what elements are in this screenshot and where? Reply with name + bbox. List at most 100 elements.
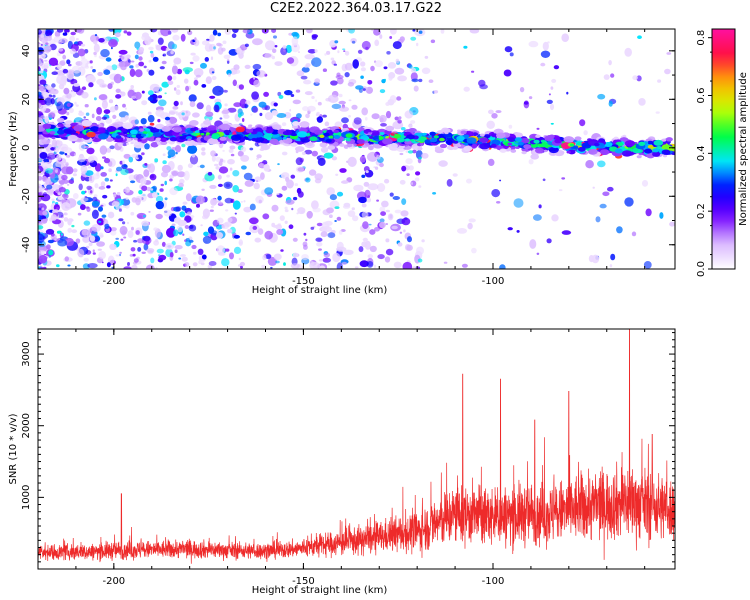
spectrogram-cell	[318, 259, 323, 262]
spectrogram-cell	[139, 178, 147, 185]
spectrogram-cell	[155, 195, 164, 203]
spectrogram-cell	[49, 131, 56, 135]
spectrogram-cell	[401, 165, 407, 172]
spectrogram-cell	[405, 158, 413, 165]
spectrogram-cell	[307, 105, 316, 112]
spectrogram-cell	[496, 132, 506, 139]
spectrogram-cell	[194, 77, 198, 81]
spectrogram-cell	[263, 91, 269, 97]
spectrogram-cell	[460, 130, 467, 135]
snr-xtick-label: -100	[482, 576, 505, 587]
colorbar-tick-label: 0.6	[696, 88, 707, 104]
spectrogram-cell	[197, 248, 204, 255]
spectrogram-cell	[231, 134, 242, 141]
spectrogram-cell	[123, 266, 132, 269]
spectrogram-cell	[255, 127, 263, 132]
spectrogram-cell	[346, 143, 353, 148]
spectrogram-cell	[358, 246, 364, 253]
spectrogram-cell	[227, 228, 233, 234]
spectrogram-cell	[468, 218, 476, 223]
spectrogram-cell	[621, 150, 633, 157]
spectrogram-cell	[257, 228, 264, 235]
spectrogram-cell	[232, 170, 240, 177]
spectrogram-cell	[226, 174, 230, 178]
spectrogram-cell	[211, 134, 220, 140]
spectrogram-cell	[202, 215, 209, 220]
spectrogram-cell	[40, 34, 45, 38]
spectrogram-cell	[282, 136, 287, 140]
spectrogram-cell	[201, 188, 205, 191]
spectrogram-cell	[374, 227, 380, 232]
spectrogram-cell	[232, 185, 239, 193]
spectrogram-cell	[252, 106, 259, 113]
spectrogram-cell	[63, 147, 73, 154]
spectrogram-cell	[129, 68, 136, 78]
spectrogram-cell	[221, 258, 230, 267]
spectrogram-cell	[244, 103, 248, 109]
spectrogram-cell	[358, 196, 368, 204]
spectrogram-cell	[438, 160, 448, 167]
spectrogram-cell	[230, 153, 235, 157]
spectrogram-cell	[408, 165, 414, 171]
spectrogram-cell	[227, 73, 231, 77]
spectrogram-cell	[164, 116, 171, 121]
spectrogram-cell	[365, 170, 369, 174]
spectrogram-cell	[104, 177, 110, 182]
spectrogram-cell	[201, 40, 210, 46]
spectrogram-cell	[182, 233, 185, 236]
spectrogram-cell	[533, 214, 542, 221]
spectrogram-cell	[233, 64, 240, 71]
spectrogram-cell	[387, 62, 397, 69]
spectrogram-cell	[305, 177, 311, 183]
spectrogram-cell	[147, 90, 154, 96]
spectrogram-cell	[39, 70, 44, 74]
spectrogram-cell	[131, 153, 139, 158]
spectrogram-cell	[118, 49, 128, 55]
spectrogram-cell	[90, 126, 100, 132]
spectrogram-cell	[264, 187, 274, 195]
spectrogram-cell	[281, 151, 288, 156]
spectrogram-cell	[550, 86, 554, 90]
spectrogram-cell	[264, 230, 274, 240]
spectrogram-cell	[46, 189, 55, 194]
spectrogram-cell	[98, 206, 103, 212]
spectrogram-cell	[148, 46, 154, 51]
spectrogram-cell	[250, 113, 253, 116]
spectrogram-cell	[291, 31, 299, 37]
spectrogram-cell	[546, 238, 552, 244]
spectrogram-cell	[320, 231, 328, 238]
spectrogram-cell	[370, 130, 380, 137]
spectrogram-cell	[503, 69, 512, 77]
spectrogram-cell	[46, 184, 53, 190]
spectrogram-cell	[377, 183, 386, 192]
spectrogram-cell	[135, 230, 140, 235]
spectrogram-cell	[221, 47, 226, 52]
spectrogram-cell	[204, 172, 215, 182]
spectrogram-cell	[123, 30, 128, 34]
spectrogram-cell	[64, 161, 69, 167]
spectrogram-cell	[491, 133, 498, 138]
spectrogram-cell	[273, 253, 282, 261]
spectrogram-cell	[399, 179, 406, 185]
spectrogram-cell	[169, 137, 177, 142]
spectrogram-cell	[608, 100, 613, 107]
spectrogram-cell	[153, 240, 160, 246]
spectrogram-cell	[38, 231, 41, 235]
spectrogram-cell	[141, 90, 145, 94]
spectrogram-cell	[417, 258, 423, 263]
spectrogram-cell	[102, 156, 106, 159]
spectrogram-cell	[323, 152, 334, 159]
spectrogram-cell	[55, 63, 59, 66]
spectrogram-cell	[332, 252, 341, 263]
snr-panel: -200 -150 -100 1000 2000 3000 Height of straig…	[8, 328, 676, 596]
spectrogram-cell	[47, 162, 50, 165]
spectrogram-cell	[316, 242, 323, 247]
spectrogram-cell	[342, 204, 351, 209]
spectrogram-cell	[225, 248, 230, 252]
spectrogram-cell	[284, 209, 289, 213]
spectrogram-cell	[126, 31, 132, 36]
spectrogram-cell	[272, 124, 281, 130]
colorbar-label: Normalized spectral amplitude	[738, 72, 749, 226]
spectrogram-cell	[172, 106, 179, 110]
